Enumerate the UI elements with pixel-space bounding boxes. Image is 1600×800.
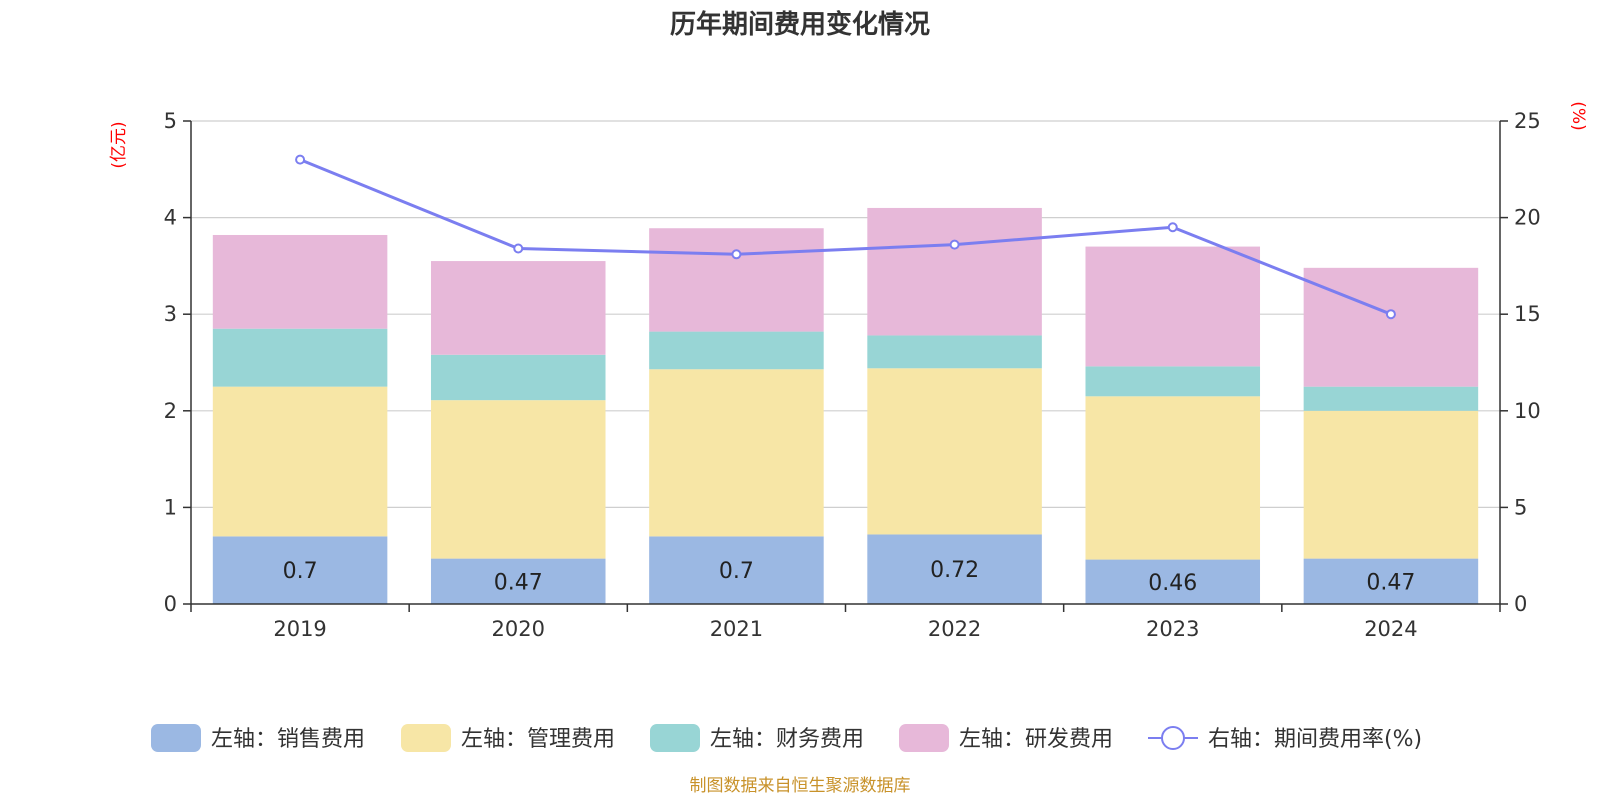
bar-segment <box>649 331 824 370</box>
right-tick-label: 10 <box>1514 399 1541 423</box>
x-tick-label: 2022 <box>928 617 981 641</box>
bar-segment <box>212 234 388 329</box>
bar-segment <box>212 386 388 537</box>
left-tick-label: 4 <box>164 206 177 230</box>
rate-point <box>1385 309 1396 320</box>
bar-segment <box>1303 410 1479 559</box>
legend-marker <box>1161 726 1185 750</box>
right-tick-label: 20 <box>1514 206 1541 230</box>
x-tick-label: 2020 <box>492 617 545 641</box>
legend-label: 左轴：管理费用 <box>461 727 615 752</box>
bar-segment <box>867 368 1042 535</box>
bar-segment <box>1303 386 1479 411</box>
right-tick-label: 25 <box>1514 109 1541 133</box>
rate-point <box>513 243 524 254</box>
legend-swatch <box>151 724 201 752</box>
x-tick-label: 2023 <box>1146 617 1199 641</box>
bar-segment <box>649 369 824 537</box>
bar-segment <box>430 354 606 401</box>
left-tick-label: 5 <box>164 109 177 133</box>
legend-swatch <box>899 724 949 752</box>
legend-swatch <box>650 724 700 752</box>
bar-value-label: 0.47 <box>494 570 543 595</box>
bar-segment <box>649 228 824 332</box>
rate-point <box>731 249 742 260</box>
source-note: 制图数据来自恒生聚源数据库 <box>690 776 911 796</box>
bar-segment <box>430 558 606 604</box>
bar-segment <box>212 536 388 604</box>
bar-segment <box>1085 246 1261 367</box>
right-tick-label: 0 <box>1514 592 1527 616</box>
rate-point <box>949 239 960 250</box>
legend-label: 右轴：期间费用率(%) <box>1208 727 1422 752</box>
bar-segment <box>867 207 1042 336</box>
x-tick-label: 2021 <box>710 617 763 641</box>
right-tick-label: 5 <box>1514 495 1527 519</box>
bar-segment <box>1303 558 1479 604</box>
bar-value-label: 0.7 <box>719 559 754 584</box>
x-tick-label: 2019 <box>273 617 326 641</box>
bar-segment <box>1303 267 1479 387</box>
legend-swatch <box>401 724 451 752</box>
rate-point <box>1167 222 1178 233</box>
bar-segment <box>1085 396 1261 560</box>
bar-segment <box>867 534 1042 604</box>
left-tick-label: 1 <box>164 495 177 519</box>
right-tick-label: 15 <box>1514 302 1541 326</box>
bar-segment <box>1085 559 1261 604</box>
axes: 0 1 2 3 4 5 0 5 10 15 20 25 2019 2020 2021 2022 2023 2024 <box>164 109 1541 641</box>
legend: 左轴：销售费用 左轴：管理费用 左轴：财务费用 左轴：研发费用 右轴：期间费用率(%) <box>151 724 1422 752</box>
left-tick-label: 3 <box>164 302 177 326</box>
left-tick-label: 2 <box>164 399 177 423</box>
x-tick-label: 2024 <box>1364 617 1417 641</box>
legend-label: 左轴：销售费用 <box>211 727 365 752</box>
chart-title: 历年期间费用变化情况 <box>670 9 930 40</box>
bar-value-label: 0.47 <box>1366 570 1415 595</box>
bar-segment <box>212 328 388 387</box>
left-axis-unit: (亿元) <box>109 121 129 168</box>
rate-line-path <box>299 158 1392 316</box>
bar-segment <box>430 400 606 559</box>
right-axis-unit: (%) <box>1568 101 1588 130</box>
left-tick-label: 0 <box>164 592 177 616</box>
bar-value-label: 0.7 <box>283 559 318 584</box>
bar-segment <box>649 536 824 604</box>
grid-lines <box>191 120 1500 508</box>
bars: 0.7 0.47 0.7 0.72 0.46 0.47 <box>212 207 1479 604</box>
rate-line <box>295 154 1396 320</box>
bar-segment <box>1085 366 1261 397</box>
legend-label: 左轴：研发费用 <box>959 727 1113 752</box>
rate-point <box>295 154 306 165</box>
bar-value-label: 0.46 <box>1148 571 1197 596</box>
bar-segment <box>867 335 1042 369</box>
legend-label: 左轴：财务费用 <box>710 727 864 752</box>
bar-segment <box>430 261 606 355</box>
bar-value-label: 0.72 <box>930 558 979 583</box>
